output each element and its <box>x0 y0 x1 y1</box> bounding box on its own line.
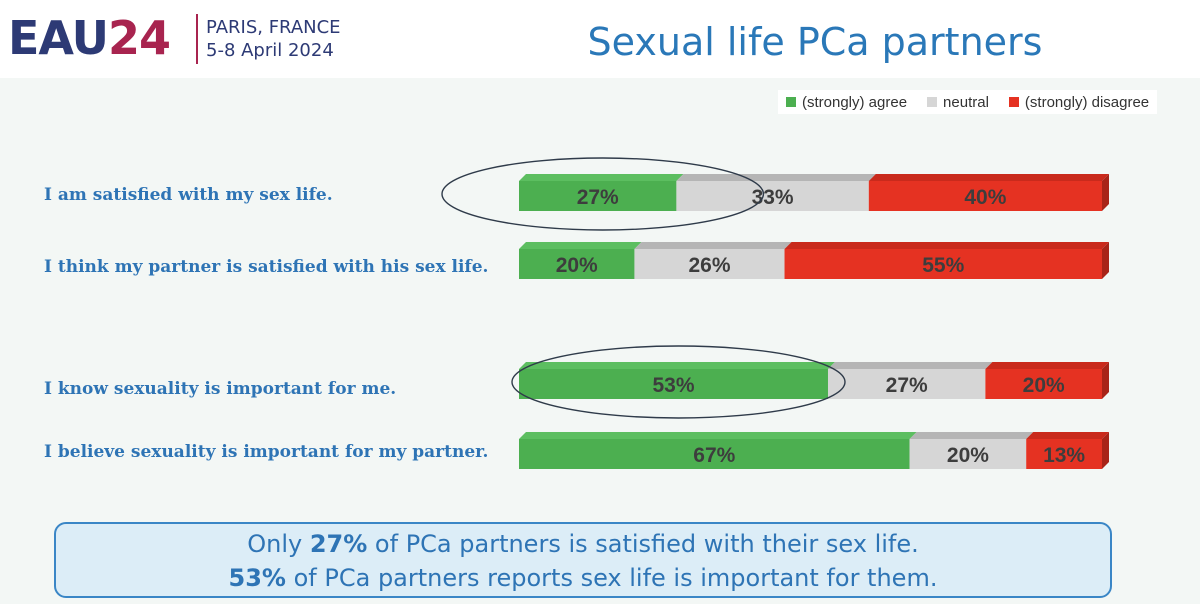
bar-top-disagree-row-3 <box>985 362 1109 369</box>
bar-disagree-row-3 <box>985 369 1102 399</box>
data-label-neutral-row-4: 20% <box>947 444 989 467</box>
data-label-neutral-row-1: 33% <box>752 186 794 209</box>
logo-text-year: 24 <box>107 11 171 65</box>
bar-side-row-3 <box>1102 362 1109 399</box>
summary-line-2-highlight: 53% <box>228 564 286 592</box>
question-label-4: I believe sexuality is important for my … <box>44 442 489 462</box>
logo-divider <box>196 14 198 64</box>
data-label-disagree-row-3: 20% <box>1023 374 1065 397</box>
bar-disagree-row-4 <box>1026 439 1102 469</box>
summary-line-1: Only 27% of PCa partners is satisfied wi… <box>56 527 1110 561</box>
summary-line-2-post: of PCa partners reports sex life is impo… <box>285 564 938 592</box>
bar-top-agree-row-3 <box>519 362 835 369</box>
summary-line-2: 53% of PCa partners reports sex life is … <box>56 561 1110 595</box>
question-label-1: I am satisfied with my sex life. <box>44 185 333 205</box>
summary-line-1-highlight: 27% <box>309 530 368 558</box>
summary-line-1-post: of PCa partners is satisfied with their … <box>367 530 919 558</box>
bar-neutral-row-3 <box>827 369 986 399</box>
slide-title: Sexual life PCa partners <box>587 20 1043 64</box>
legend-item-agree: (strongly) agree <box>786 94 907 111</box>
bar-disagree-row-1 <box>868 181 1102 211</box>
bar-top-neutral-row-1 <box>676 174 876 181</box>
bar-top-agree-row-4 <box>519 432 917 439</box>
bar-top-disagree-row-4 <box>1026 432 1109 439</box>
bar-top-neutral-row-3 <box>827 362 993 369</box>
legend-label-agree: (strongly) agree <box>802 93 908 111</box>
legend-swatch-disagree <box>1008 97 1019 107</box>
chart-legend: (strongly) agree neutral (strongly) disa… <box>778 90 1158 114</box>
bar-agree-row-4 <box>519 439 910 469</box>
bar-side-row-1 <box>1102 174 1109 211</box>
event-date: 5-8 April 2024 <box>206 40 334 61</box>
data-label-disagree-row-2: 55% <box>922 254 964 277</box>
highlight-ellipse-row-3 <box>511 345 846 419</box>
eau24-logo: EAU24 <box>8 6 171 70</box>
summary-line-1-pre: Only <box>247 530 310 558</box>
bar-top-disagree-row-2 <box>784 242 1109 249</box>
data-label-disagree-row-4: 13% <box>1043 444 1085 467</box>
bar-side-row-2 <box>1102 242 1109 279</box>
bar-agree-row-3 <box>519 369 828 399</box>
data-label-disagree-row-1: 40% <box>964 186 1006 209</box>
bar-disagree-row-2 <box>784 249 1102 279</box>
highlight-ellipse-row-1 <box>441 157 765 231</box>
summary-box: Only 27% of PCa partners is satisfied wi… <box>54 522 1112 598</box>
bar-neutral-row-1 <box>676 181 869 211</box>
data-label-neutral-row-3: 27% <box>886 374 928 397</box>
header-bar: EAU24 PARIS, FRANCE 5-8 April 2024 Sexua… <box>0 0 1200 78</box>
bar-top-neutral-row-4 <box>909 432 1034 439</box>
legend-swatch-neutral <box>927 97 938 107</box>
question-label-2: I think my partner is satisfied with his… <box>44 257 489 277</box>
bar-top-agree-row-2 <box>519 242 642 249</box>
event-place: PARIS, FRANCE <box>206 17 341 38</box>
data-label-agree-row-4: 67% <box>693 444 735 467</box>
bar-neutral-row-2 <box>634 249 785 279</box>
legend-label-disagree: (strongly) disagree <box>1024 93 1150 111</box>
question-label-3: I know sexuality is important for me. <box>44 379 397 399</box>
legend-item-neutral: neutral <box>927 94 989 111</box>
data-label-agree-row-2: 20% <box>556 254 598 277</box>
legend-swatch-agree <box>786 97 796 107</box>
bar-top-disagree-row-1 <box>868 174 1109 181</box>
bar-neutral-row-4 <box>909 439 1027 469</box>
legend-item-disagree: (strongly) disagree <box>1008 93 1150 111</box>
bar-side-row-4 <box>1102 432 1109 469</box>
bar-agree-row-1 <box>519 181 677 211</box>
legend-label-neutral: neutral <box>943 93 989 111</box>
bar-top-agree-row-1 <box>519 174 684 181</box>
bar-agree-row-2 <box>519 249 635 279</box>
data-label-agree-row-3: 53% <box>652 374 694 397</box>
logo-text-eau: EAU <box>8 11 109 65</box>
bar-top-neutral-row-2 <box>634 242 792 249</box>
data-label-agree-row-1: 27% <box>577 186 619 209</box>
data-label-neutral-row-2: 26% <box>688 254 730 277</box>
